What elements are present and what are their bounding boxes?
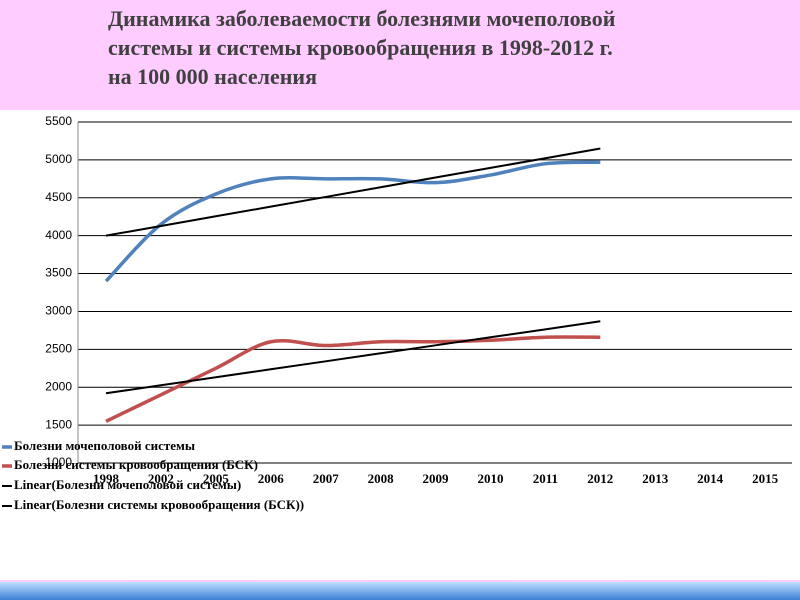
x-tick-label: 2008 [368, 471, 395, 486]
y-tick-label: 5500 [45, 114, 72, 128]
x-tick-label: 2007 [313, 471, 340, 486]
legend-label: Болезни системы кровообращения (БСК) [14, 457, 258, 472]
y-tick-label: 4000 [45, 228, 72, 242]
chart: Динамика заболеваемости болезнями мочепо… [2, 6, 792, 512]
chart-title: системы и системы кровообращения в 1998-… [108, 35, 613, 60]
x-tick-label: 2015 [752, 471, 779, 486]
series-line [104, 160, 601, 283]
y-tick-label: 2000 [45, 379, 72, 393]
legend-label: Болезни мочеполовой системы [14, 438, 195, 453]
x-tick-label: 2010 [477, 471, 503, 486]
series-line [105, 147, 601, 237]
y-tick-label: 3500 [45, 266, 72, 280]
y-tick-label: 3000 [45, 304, 72, 318]
chart-title: Динамика заболеваемости болезнями мочепо… [108, 6, 616, 31]
series-line [105, 320, 601, 395]
x-tick-label: 2014 [697, 471, 724, 486]
chart-title: на 100 000 населения [108, 64, 317, 89]
y-tick-label: 1500 [45, 417, 72, 431]
x-tick-label: 2012 [587, 471, 613, 486]
legend-label: Linear(Болезни системы кровообращения (Б… [14, 497, 304, 512]
x-tick-label: 2009 [423, 471, 450, 486]
y-tick-label: 1000 [45, 455, 72, 469]
x-tick-label: 2006 [258, 471, 285, 486]
y-tick-label: 5000 [45, 152, 72, 166]
x-tick-label: 2013 [642, 471, 669, 486]
y-tick-label: 2500 [45, 342, 72, 356]
chart-area [0, 110, 800, 580]
bottom-strip [0, 582, 800, 600]
x-tick-label: 2011 [533, 471, 558, 486]
x-tick-label: 2005 [203, 471, 230, 486]
x-tick-label: 1998 [93, 471, 120, 486]
x-tick-label: 2002 [148, 471, 174, 486]
legend-label: Linear(Болезни мочеполовой системы) [14, 477, 241, 492]
y-tick-label: 4500 [45, 190, 72, 204]
